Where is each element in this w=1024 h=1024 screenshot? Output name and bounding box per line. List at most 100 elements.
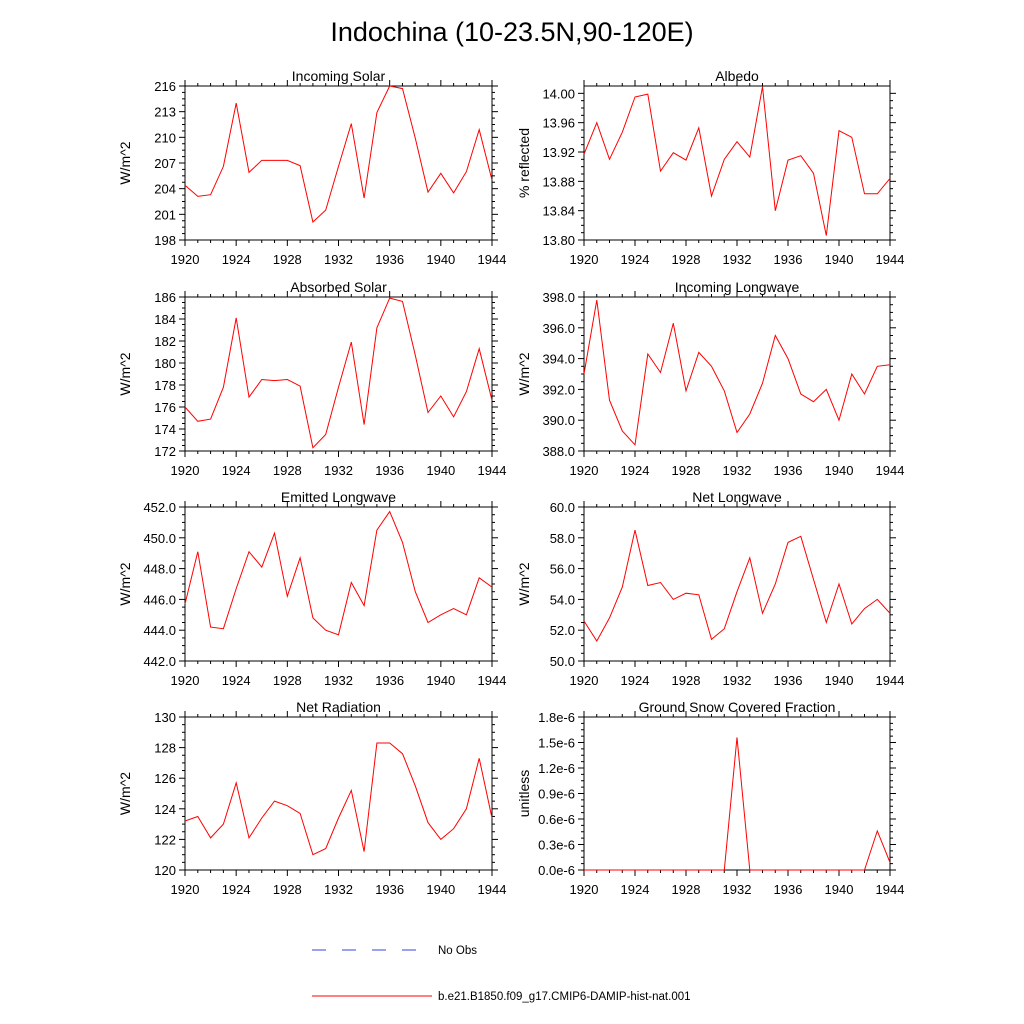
y-tick-label: 130: [154, 710, 176, 725]
x-tick-label: 1924: [222, 252, 251, 267]
x-tick-label: 1940: [825, 252, 854, 267]
y-tick-label: 450.0: [143, 531, 176, 546]
y-tick-label: 448.0: [143, 562, 176, 577]
y-tick-label: 13.92: [542, 145, 575, 160]
series-line: [583, 300, 891, 446]
y-tick-label: 390.0: [542, 413, 575, 428]
y-tick-label: 1.8e-6: [538, 710, 575, 725]
plot-frame: [583, 506, 891, 662]
plot-frame: [184, 716, 493, 871]
y-tick-label: 204: [154, 182, 176, 197]
x-tick-label: 1920: [570, 882, 599, 897]
series-line: [583, 529, 891, 642]
y-tick-label: 182: [154, 334, 176, 349]
x-tick-label: 1944: [478, 252, 507, 267]
x-tick-label: 1944: [876, 463, 905, 478]
y-tick-label: 396.0: [542, 321, 575, 336]
x-tick-label: 1920: [570, 673, 599, 688]
chart-incoming-solar: Incoming Solar W/m^2 198 201 204 207 210 213 216…: [117, 68, 506, 267]
y-tick-label: 172: [154, 444, 176, 459]
x-tick-label: 1928: [672, 673, 701, 688]
y-tick-label: 1.2e-6: [538, 761, 575, 776]
x-tick-label: 1924: [621, 463, 650, 478]
x-tick-label: 1936: [774, 463, 803, 478]
x-tick-label: 1924: [621, 882, 650, 897]
y-axis-label: W/m^2: [516, 562, 532, 605]
y-tick-label: 184: [154, 312, 176, 327]
x-tick-label: 1944: [478, 673, 507, 688]
y-tick-label: 444.0: [143, 623, 176, 638]
x-tick-label: 1940: [825, 882, 854, 897]
y-tick-label: 13.80: [542, 233, 575, 248]
y-tick-label: 180: [154, 356, 176, 371]
x-tick-label: 1932: [324, 463, 353, 478]
plot-frame: [184, 296, 493, 452]
panel-title: Ground Snow Covered Fraction: [639, 699, 836, 715]
panel-title: Emitted Longwave: [281, 489, 396, 505]
y-tick-label: 198: [154, 233, 176, 248]
series-line: [584, 737, 891, 871]
x-tick-label: 1944: [876, 882, 905, 897]
x-tick-label: 1924: [222, 882, 251, 897]
x-tick-label: 1920: [171, 673, 200, 688]
panel-title: Net Longwave: [692, 489, 782, 505]
y-tick-label: 394.0: [542, 352, 575, 367]
x-tick-label: 1920: [171, 882, 200, 897]
y-tick-label: 210: [154, 130, 176, 145]
y-tick-label: 388.0: [542, 444, 575, 459]
y-tick-label: 13.88: [542, 174, 575, 189]
x-tick-label: 1940: [426, 252, 455, 267]
x-tick-label: 1940: [426, 463, 455, 478]
plot-frame: [184, 85, 493, 241]
y-tick-label: 174: [154, 422, 176, 437]
x-tick-label: 1936: [774, 673, 803, 688]
x-tick-label: 1920: [570, 252, 599, 267]
chart-net-radiation: Net Radiation W/m^2 120 122 124 126 128 130 1920…: [117, 699, 506, 897]
figure-title: Indochina (10-23.5N,90-120E): [330, 17, 693, 47]
x-tick-label: 1924: [621, 673, 650, 688]
y-tick-label: 392.0: [542, 382, 575, 397]
y-tick-label: 0.3e-6: [538, 838, 575, 853]
y-tick-label: 126: [154, 771, 176, 786]
y-tick-label: 54.0: [550, 592, 575, 607]
series-line: [184, 510, 493, 636]
y-tick-label: 201: [154, 207, 176, 222]
x-tick-label: 1932: [324, 882, 353, 897]
y-tick-label: 0.0e-6: [538, 863, 575, 878]
x-tick-label: 1932: [723, 463, 752, 478]
y-tick-label: 122: [154, 832, 176, 847]
y-tick-label: 446.0: [143, 592, 176, 607]
y-tick-label: 50.0: [550, 654, 575, 669]
x-tick-label: 1940: [426, 882, 455, 897]
panel-title: Albedo: [715, 68, 759, 84]
x-tick-label: 1920: [171, 463, 200, 478]
y-axis-label: W/m^2: [117, 772, 133, 815]
y-tick-label: 452.0: [143, 500, 176, 515]
x-tick-label: 1944: [876, 673, 905, 688]
y-tick-label: 124: [154, 802, 176, 817]
x-tick-label: 1936: [375, 882, 404, 897]
plot-frame: [583, 85, 891, 241]
x-tick-label: 1940: [426, 673, 455, 688]
panel-title: Incoming Longwave: [675, 279, 800, 295]
x-tick-label: 1932: [324, 252, 353, 267]
plot-frame: [583, 296, 891, 452]
x-tick-label: 1936: [774, 252, 803, 267]
y-axis-label: W/m^2: [516, 352, 532, 395]
series-line: [184, 85, 493, 223]
x-tick-label: 1920: [570, 463, 599, 478]
x-tick-label: 1944: [478, 463, 507, 478]
panel-title: Absorbed Solar: [290, 279, 387, 295]
x-tick-label: 1928: [672, 882, 701, 897]
y-axis-label: % reflected: [516, 128, 532, 198]
y-axis-label: unitless: [516, 770, 532, 817]
x-tick-label: 1944: [876, 252, 905, 267]
y-axis-label: W/m^2: [117, 352, 133, 395]
y-tick-label: 207: [154, 156, 176, 171]
x-tick-label: 1936: [774, 882, 803, 897]
x-tick-label: 1924: [222, 673, 251, 688]
x-tick-label: 1936: [375, 673, 404, 688]
chart-panels: Incoming Solar W/m^2 198 201 204 207 210 213 216…: [117, 68, 904, 897]
x-tick-label: 1928: [672, 252, 701, 267]
